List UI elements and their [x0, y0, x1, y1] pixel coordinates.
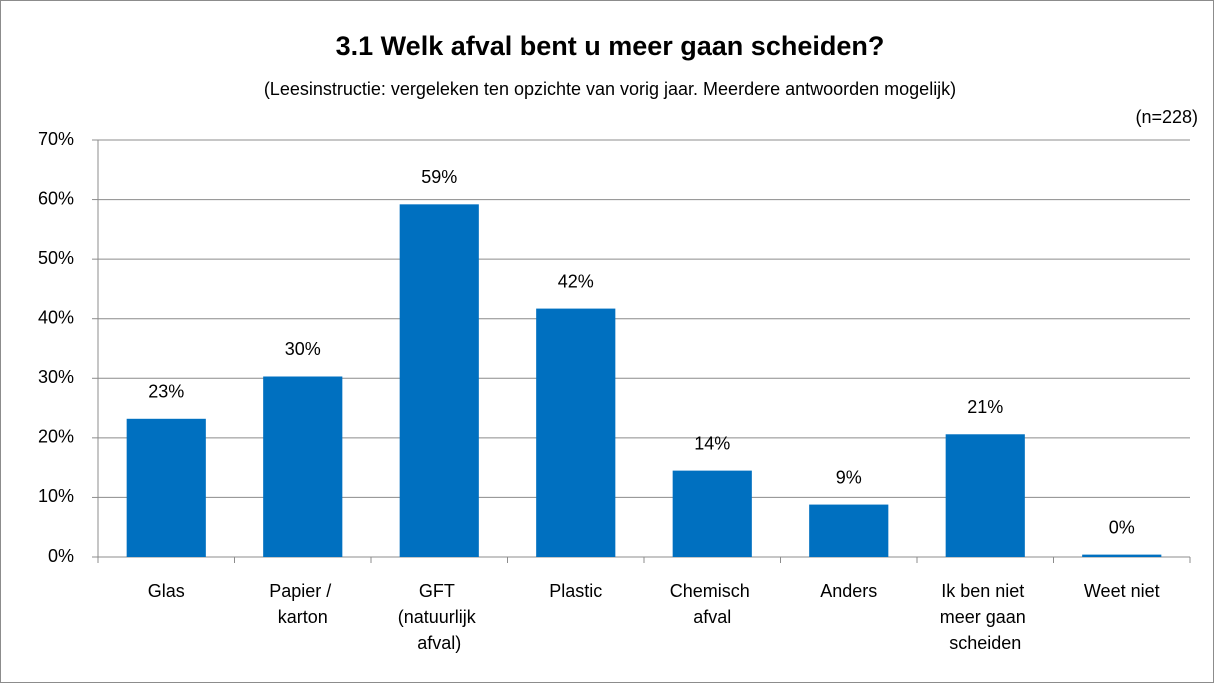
- x-tick-label: Papier / karton: [269, 581, 336, 627]
- bar: [672, 470, 752, 557]
- data-label: 21%: [967, 397, 1003, 417]
- bar: [126, 418, 206, 557]
- sample-size: (n=228): [1135, 107, 1198, 127]
- data-label: 42%: [558, 271, 594, 291]
- data-label: 30%: [285, 339, 321, 359]
- data-label: 9%: [836, 467, 862, 487]
- y-tick-label: 30%: [38, 367, 74, 387]
- y-tick-label: 20%: [38, 427, 74, 447]
- bar: [1082, 554, 1162, 557]
- x-tick-label: Anders: [820, 581, 877, 601]
- x-tick-label: Ik ben niet meer gaan scheiden: [940, 581, 1031, 653]
- chart-title: 3.1 Welk afval bent u meer gaan scheiden…: [336, 31, 885, 61]
- y-tick-label: 60%: [38, 188, 74, 208]
- data-label: 0%: [1109, 517, 1135, 537]
- x-tick-label: Chemisch afval: [670, 581, 755, 627]
- y-tick-label: 10%: [38, 486, 74, 506]
- bar: [399, 204, 479, 557]
- y-tick-label: 70%: [38, 129, 74, 149]
- x-tick-label: Glas: [148, 581, 185, 601]
- bar: [945, 434, 1025, 557]
- y-tick-label: 40%: [38, 307, 74, 327]
- data-label: 59%: [421, 167, 457, 187]
- y-tick-label: 0%: [48, 546, 74, 566]
- bar: [809, 504, 889, 557]
- data-label: 23%: [148, 382, 184, 402]
- y-tick-label: 50%: [38, 248, 74, 268]
- x-tick-label: Weet niet: [1084, 581, 1160, 601]
- x-tick-label: GFT (natuurlijk afval): [398, 581, 481, 653]
- data-label: 14%: [694, 433, 730, 453]
- bar: [536, 308, 616, 557]
- bar: [263, 376, 343, 557]
- chart-subtitle: (Leesinstructie: vergeleken ten opzichte…: [264, 79, 956, 99]
- x-tick-label: Plastic: [549, 581, 602, 601]
